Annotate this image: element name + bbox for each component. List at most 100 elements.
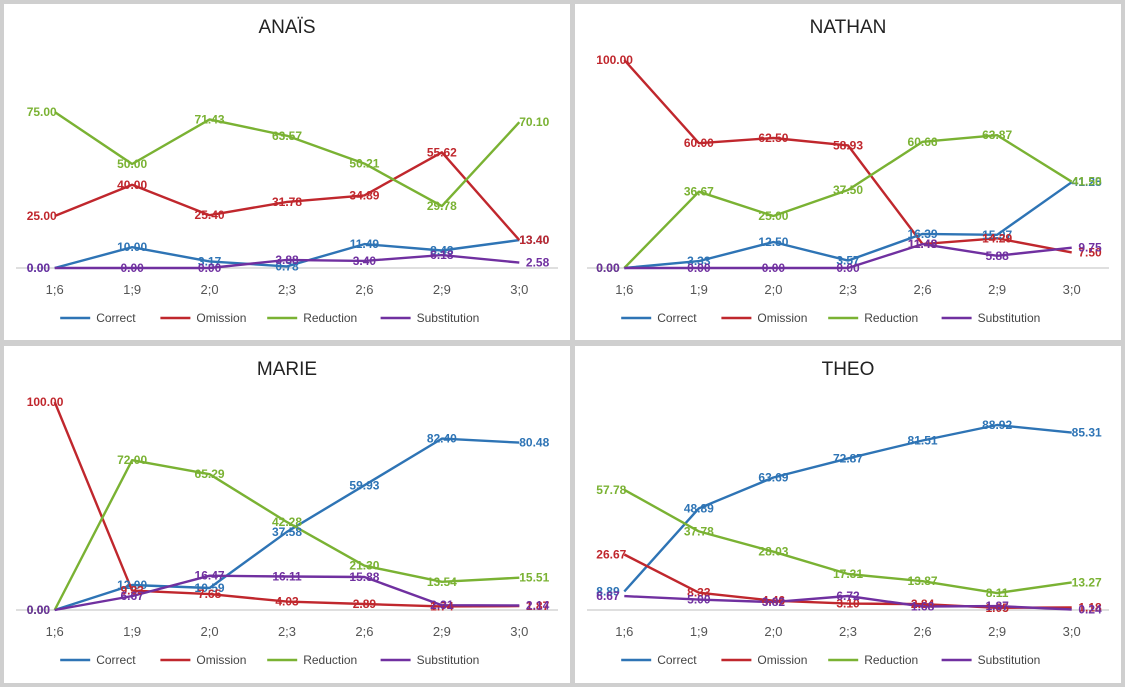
data-label-substitution: 9.75 (1078, 241, 1102, 255)
x-tick-label: 2;6 (914, 282, 932, 297)
legend-label: Omission (757, 311, 807, 325)
data-label-substitution: 6.18 (430, 248, 454, 262)
data-label-reduction: 41.50 (1072, 175, 1102, 189)
series-line-substitution (624, 242, 1072, 270)
data-label-reduction: 0.00 (596, 261, 620, 275)
legend-item-substitution: Substitution (941, 653, 1040, 667)
legend-label: Substitution (417, 311, 480, 325)
legend-item-reduction: Reduction (267, 311, 357, 325)
x-tick-label: 1;9 (123, 624, 141, 639)
data-label-correct: 13.40 (519, 233, 549, 247)
x-tick-label: 2;9 (433, 624, 451, 639)
legend-label: Omission (196, 653, 246, 667)
data-label-correct: 12.50 (758, 235, 788, 249)
data-label-correct: 0.00 (27, 603, 51, 617)
data-label-reduction: 13.87 (908, 574, 938, 588)
chart-panel-marie: MARIE 1;6 1;9 2;0 2;3 2;6 2;9 3;0 0.00 12.00 10.59… (4, 346, 570, 683)
data-label-correct: 37.58 (272, 525, 302, 539)
data-label-substitution: 0.00 (762, 261, 786, 275)
data-label-substitution: 1.68 (911, 600, 935, 614)
data-label-substitution: 0.00 (27, 603, 51, 617)
data-label-omission: 25.40 (195, 208, 225, 222)
data-label-correct: 3.17 (198, 254, 222, 268)
legend-item-reduction: Reduction (828, 311, 918, 325)
data-label-omission: 14.29 (982, 231, 1012, 245)
x-tick-label: 3;0 (510, 624, 528, 639)
x-tick-label: 2;9 (988, 282, 1006, 297)
series-line-reduction (623, 133, 1073, 269)
data-label-substitution: 2.14 (526, 599, 550, 613)
chart-title: NATHAN (810, 17, 887, 38)
data-label-omission: 1.18 (1078, 601, 1102, 615)
data-label-omission: 55.62 (427, 145, 457, 159)
data-label-omission: 1.74 (430, 599, 454, 613)
data-label-substitution: 0.00 (687, 261, 711, 275)
x-tick-label: 2;0 (201, 282, 219, 297)
data-label-correct: 81.51 (908, 433, 938, 447)
data-label-omission: 31.78 (272, 195, 302, 209)
legend-item-substitution: Substitution (380, 311, 480, 325)
data-label-correct: 8.89 (596, 585, 620, 599)
chart-panel-anais: ANAÏS 1;6 1;9 2;0 2;3 2;6 2;9 3;0 0.00 10.00 3.17 0… (4, 4, 570, 340)
series-line-reduction (623, 488, 1072, 595)
data-label-correct: 63.69 (758, 471, 788, 485)
data-label-substitution: 2.31 (430, 598, 454, 612)
data-label-reduction: 60.66 (908, 135, 938, 149)
data-label-omission: 8.33 (687, 586, 711, 600)
data-label-reduction: 37.78 (684, 524, 714, 538)
data-label-substitution: 5.00 (687, 593, 711, 607)
data-label-correct: 0.00 (596, 261, 620, 275)
data-label-correct: 0.00 (27, 261, 51, 275)
legend-item-reduction: Reduction (267, 653, 357, 667)
data-label-omission: 4.03 (275, 595, 299, 609)
data-label-omission: 62.50 (758, 131, 788, 145)
data-label-correct: 41.25 (1072, 175, 1102, 189)
x-tick-label: 2;6 (355, 282, 373, 297)
series-line-substitution (624, 594, 1072, 611)
legend-item-omission: Omission (721, 311, 807, 325)
data-label-substitution: 16.11 (272, 569, 302, 583)
data-label-correct: 10.59 (195, 581, 225, 595)
x-tick-label: 2;0 (201, 624, 219, 639)
x-tick-label: 2;3 (278, 282, 296, 297)
data-label-reduction: 21.30 (349, 559, 379, 573)
series-line-correct (624, 181, 1073, 270)
x-tick-label: 2;9 (433, 282, 451, 297)
data-label-omission: 34.89 (349, 188, 379, 202)
x-tick-label: 2;3 (839, 624, 857, 639)
data-label-correct: 80.48 (519, 436, 549, 450)
x-tick-label: 1;6 (46, 282, 64, 297)
legend-item-substitution: Substitution (941, 311, 1040, 325)
data-label-substitution: 0.24 (1078, 603, 1102, 617)
data-label-reduction: 71.43 (195, 112, 225, 126)
data-label-reduction: 65.29 (195, 467, 225, 481)
data-label-correct: 0.78 (275, 259, 299, 273)
x-tick-label: 1;6 (615, 282, 633, 297)
data-label-omission: 7.65 (198, 587, 222, 601)
data-label-omission: 26.67 (596, 548, 626, 562)
data-label-reduction: 13.54 (427, 575, 457, 589)
data-label-substitution: 16.47 (195, 569, 225, 583)
series-line-correct (54, 437, 520, 612)
legend-item-omission: Omission (160, 653, 246, 667)
data-label-omission: 3.10 (836, 597, 860, 611)
series-line-omission (623, 59, 1072, 254)
data-label-correct: 82.40 (427, 432, 457, 446)
chart-svg: MARIE 1;6 1;9 2;0 2;3 2;6 2;9 3;0 0.00 12.00 10.59… (16, 359, 558, 667)
data-label-correct: 85.31 (1072, 426, 1102, 440)
series-line-correct (54, 238, 520, 270)
chart-title: ANAÏS (258, 17, 315, 38)
data-label-substitution: 0.00 (120, 261, 144, 275)
data-label-reduction: 70.10 (519, 115, 549, 129)
data-label-omission: 2.89 (353, 597, 377, 611)
legend-item-correct: Correct (60, 653, 136, 667)
data-label-reduction: 28.03 (758, 545, 788, 559)
series-line-substitution (54, 253, 520, 270)
data-label-omission: 7.50 (1078, 245, 1102, 259)
data-label-substitution: 3.40 (353, 254, 377, 268)
data-label-reduction: 50.00 (117, 157, 147, 171)
legend-label: Correct (657, 311, 697, 325)
